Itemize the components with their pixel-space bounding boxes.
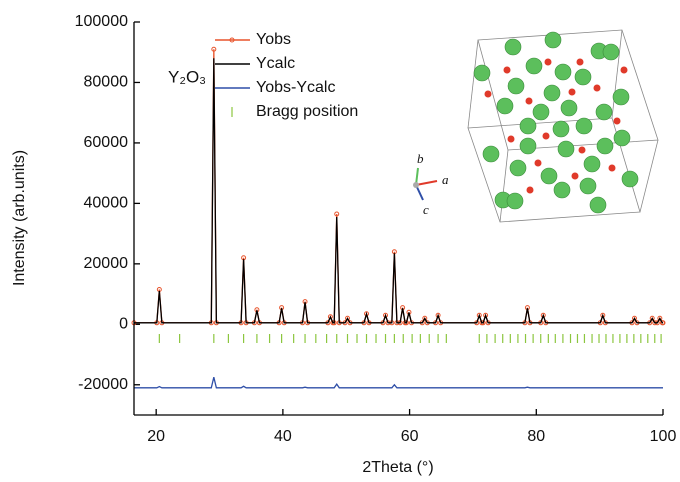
axis-c-label: c <box>423 202 429 217</box>
legend-label: Ycalc <box>256 55 295 72</box>
axis-b-label: b <box>417 151 424 166</box>
legend-label: Bragg position <box>256 103 358 120</box>
y-tick-label: -20000 <box>78 376 128 393</box>
axis-a-label: a <box>442 172 449 187</box>
y-tick-label: 100000 <box>75 13 128 30</box>
chart: Intensity (arb.units) 2Theta (°) Y₂O₃ <box>0 0 680 482</box>
y-tick-label: 20000 <box>84 255 129 272</box>
y-tick-label: 0 <box>119 316 128 333</box>
compound-label: Y₂O₃ <box>168 67 206 86</box>
y-tick-label: 80000 <box>84 74 129 91</box>
x-tick-label: 20 <box>147 428 165 445</box>
legend-label: Yobs <box>256 31 291 48</box>
y-tick-label: 40000 <box>84 195 129 212</box>
x-tick-label: 60 <box>401 428 419 445</box>
legend-label: Yobs-Ycalc <box>256 79 335 96</box>
series-line <box>134 377 663 388</box>
crystal-structure <box>468 30 658 222</box>
x-tick-label: 100 <box>650 428 677 445</box>
x-tick-label: 80 <box>527 428 545 445</box>
y-tick-label: 60000 <box>84 134 129 151</box>
x-tick-label: 40 <box>274 428 292 445</box>
y-axis-title: Intensity (arb.units) <box>11 150 28 286</box>
x-axis-title: 2Theta (°) <box>362 459 433 476</box>
crystal-axes-icon <box>413 168 437 200</box>
